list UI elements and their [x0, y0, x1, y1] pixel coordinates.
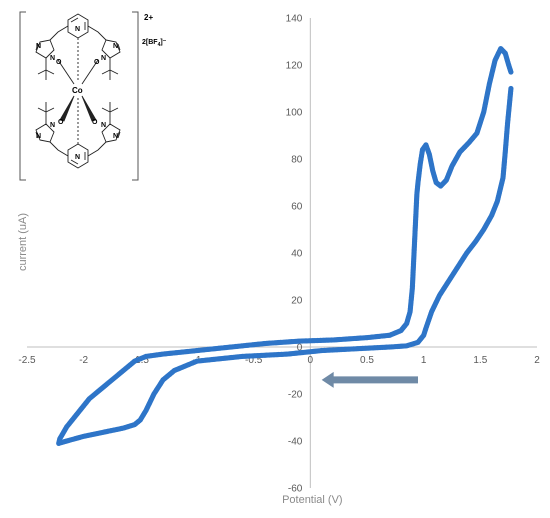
x-axis-label: Potential (V) [282, 494, 343, 506]
scan-direction-arrow [321, 371, 418, 388]
counterion-label: 2[BF4]⁻ [142, 39, 167, 48]
y-tick-label: 60 [291, 202, 303, 213]
svg-text:N: N [113, 43, 118, 50]
svg-text:N: N [101, 122, 106, 129]
x-tick-label: 1 [421, 355, 427, 366]
y-tick-label: 140 [286, 14, 303, 25]
y-tick-label: 0 [297, 343, 303, 354]
x-tick-label: 1.5 [473, 355, 487, 366]
svg-text:N: N [36, 43, 41, 50]
y-tick-label: 20 [291, 296, 303, 307]
x-tick-label: 0 [308, 355, 314, 366]
y-axis-label: current (uA) [17, 213, 29, 271]
svg-text:N: N [36, 133, 41, 140]
svg-text:O: O [94, 59, 100, 66]
molecule-atoms: N N N N N N N N N N O O O O Co [36, 26, 118, 161]
x-tick-label: -2 [79, 355, 88, 366]
svg-text:O: O [58, 119, 64, 126]
x-tick-label: -2.5 [18, 355, 36, 366]
svg-text:O: O [92, 119, 98, 126]
y-tick-label: -60 [288, 484, 303, 495]
x-tick-label: 2 [534, 355, 540, 366]
metal-center-label: Co [72, 86, 83, 95]
molecule-bonds [35, 13, 121, 169]
svg-text:O: O [56, 59, 62, 66]
y-tick-label: 80 [291, 155, 303, 166]
x-tick-label: -0.5 [245, 355, 263, 366]
y-tick-label: -40 [288, 437, 303, 448]
y-tick-label: 100 [286, 108, 303, 119]
y-tick-label: 40 [291, 249, 303, 260]
svg-text:N: N [75, 154, 80, 161]
series-voltammogram [56, 45, 514, 446]
svg-text:N: N [101, 55, 106, 62]
y-tick-label: 120 [286, 61, 303, 72]
svg-text:N: N [50, 122, 55, 129]
charge-label: 2+ [144, 13, 153, 22]
molecule-structure-image: 2+ 2[BF4]⁻ [19, 11, 167, 181]
right-bracket [132, 11, 139, 181]
left-bracket [19, 11, 26, 181]
data-point [508, 69, 514, 75]
svg-text:N: N [75, 26, 80, 33]
svg-text:N: N [113, 133, 118, 140]
x-tick-label: 0.5 [360, 355, 374, 366]
y-tick-labels: -60 -40 -20 0 20 40 60 80 100 120 140 [286, 14, 303, 495]
svg-text:N: N [50, 55, 55, 62]
arrow-shape [321, 371, 418, 388]
y-tick-label: -20 [288, 390, 303, 401]
